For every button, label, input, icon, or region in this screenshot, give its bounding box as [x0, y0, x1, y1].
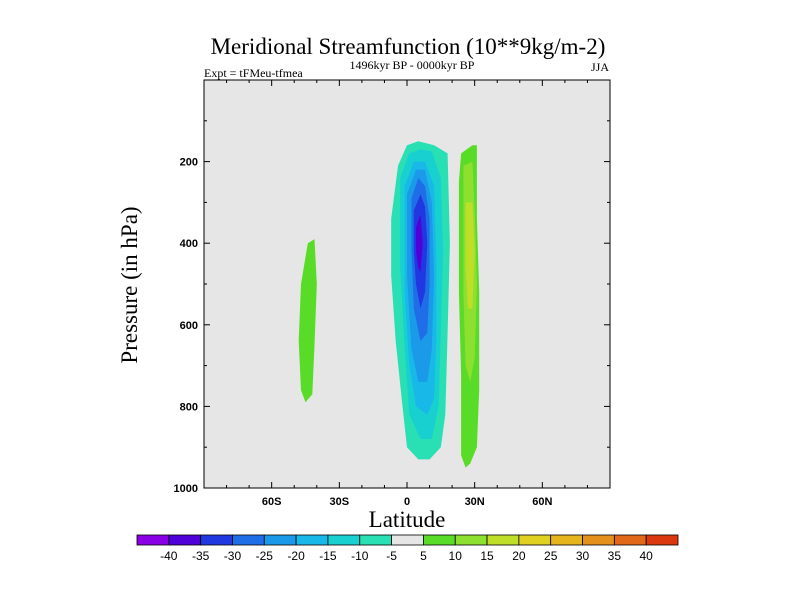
time-range-label: 1496kyr BP - 0000kyr BP [350, 58, 475, 72]
colorbar-box [391, 534, 424, 546]
colorbar-box [582, 534, 615, 546]
y-tick-label: 800 [180, 401, 198, 413]
y-tick-label: 400 [180, 238, 198, 250]
contour-region-sh-strip-a [332, 108, 353, 456]
colorbar-label: -25 [256, 549, 274, 563]
contour-region-nh-jet-strip [436, 80, 441, 129]
y-tick-label: 200 [180, 157, 198, 169]
colorbar-box [518, 534, 552, 546]
contour-region-tropical-neg-40 [416, 214, 423, 272]
colorbar-box [136, 534, 170, 546]
colorbar-box [327, 534, 361, 546]
colorbar-label: 15 [480, 549, 494, 563]
x-tick-label: 30S [330, 496, 350, 508]
experiment-label: Expt = tFMeu-tfmea [204, 66, 303, 80]
colorbar-box [295, 534, 329, 546]
x-axis-title: Latitude [369, 507, 446, 532]
colorbar-box [168, 534, 202, 546]
colorbar-box [486, 534, 520, 546]
chart-title: Meridional Streamfunction (10**9kg/m-2) [211, 34, 606, 59]
colorbar-box [263, 534, 297, 546]
colorbar-box [200, 534, 233, 546]
contour-region-nh-positive-peak [465, 202, 475, 309]
colorbar-label: 30 [576, 549, 590, 563]
colorbar-box [645, 534, 679, 546]
contour-region-nh-polar-strip [231, 80, 247, 235]
colorbar-label: -15 [319, 549, 337, 563]
x-tick-label: 60S [262, 496, 282, 508]
x-tick-label: 60N [532, 496, 552, 508]
colorbar-label: 40 [639, 549, 653, 563]
colorbar-label: -40 [160, 549, 178, 563]
colorbar-label: 10 [449, 549, 463, 563]
colorbar-label: -20 [287, 549, 305, 563]
season-label: JJA [591, 60, 609, 74]
colorbar-label: -5 [386, 549, 397, 563]
colorbar-label: -30 [224, 549, 242, 563]
colorbar-label: -35 [192, 549, 210, 563]
colorbar-label: -10 [351, 549, 369, 563]
contour-region-sh-mid-lobe [298, 239, 317, 403]
colorbar-label: 20 [512, 549, 526, 563]
x-tick-label: 30N [465, 496, 485, 508]
x-tick-label: 0 [404, 496, 410, 508]
colorbar-box [454, 534, 488, 546]
y-axis-title: Pressure (in hPa) [117, 206, 142, 363]
colorbar-box [359, 534, 392, 546]
colorbar-box [550, 534, 583, 546]
colorbar-label: 25 [544, 549, 558, 563]
colorbar-label: 5 [420, 549, 427, 563]
colorbar-box [232, 534, 265, 546]
colorbar-box [613, 534, 647, 546]
colorbar-box [423, 534, 456, 546]
y-tick-label: 600 [180, 320, 198, 332]
colorbar-label: 35 [608, 549, 622, 563]
y-tick-label: 1000 [174, 483, 198, 495]
